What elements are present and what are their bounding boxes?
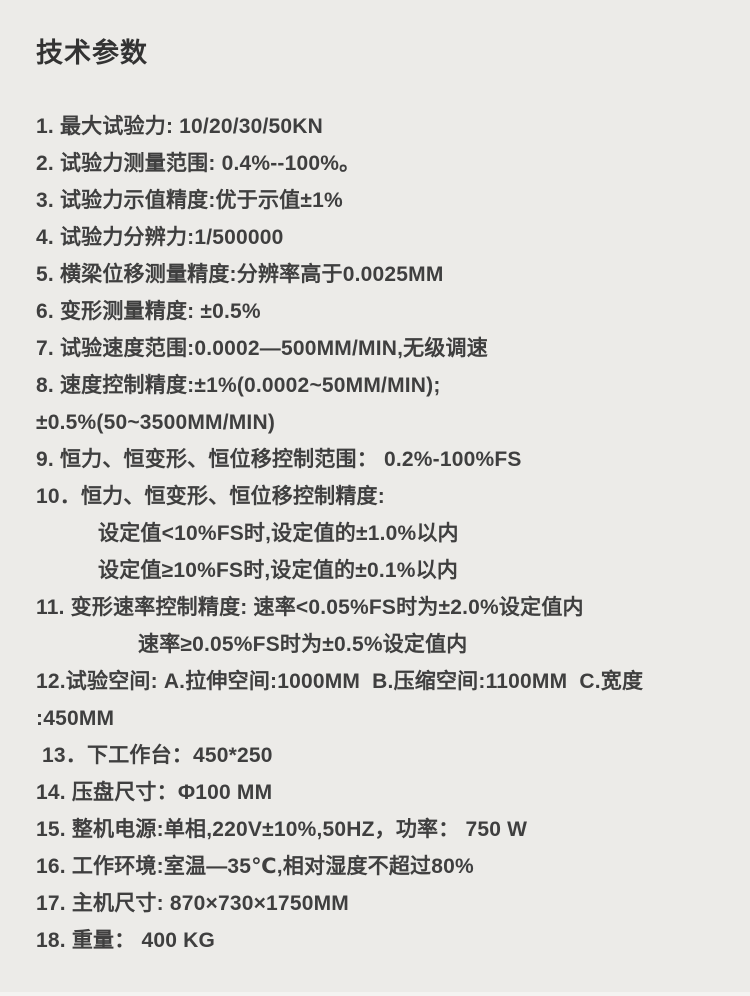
parameter-line: 1. 最大试验力: 10/20/30/50KN (36, 115, 324, 138)
parameter-line: :450MM (36, 707, 115, 730)
section-bottom-divider (0, 992, 750, 996)
parameter-line: 设定值<10%FS时,设定值的±1.0%以内 (98, 522, 459, 545)
parameter-line: 15. 整机电源:单相,220V±10%,50HZ，功率： 750 W (36, 818, 528, 841)
parameter-line: 2. 试验力测量范围: 0.4%--100%。 (36, 152, 361, 175)
parameter-line: 5. 横梁位移测量精度:分辨率高于0.0025MM (36, 263, 444, 286)
parameter-line: 18. 重量： 400 KG (36, 929, 216, 952)
parameter-line: 11. 变形速率控制精度: 速率<0.05%FS时为±2.0%设定值内 (36, 596, 584, 619)
parameter-line: 设定值≥10%FS时,设定值的±0.1%以内 (98, 559, 459, 582)
parameter-line: 速率≥0.05%FS时为±0.5%设定值内 (138, 633, 468, 656)
parameter-line: 10．恒力、恒变形、恒位移控制精度: (36, 485, 385, 508)
parameter-line: 9. 恒力、恒变形、恒位移控制范围： 0.2%-100%FS (36, 448, 522, 471)
parameter-line: 8. 速度控制精度:±1%(0.0002~50MM/MIN); (36, 374, 441, 397)
parameter-line: 3. 试验力示值精度:优于示值±1% (36, 189, 343, 212)
technical-parameters-section: 技术参数 1. 最大试验力: 10/20/30/50KN 2. 试验力测量范围: … (36, 38, 722, 959)
parameter-line: 7. 试验速度范围:0.0002—500MM/MIN,无级调速 (36, 337, 488, 360)
parameter-line: 13．下工作台：450*250 (36, 744, 273, 767)
parameter-line: 17. 主机尺寸: 870×730×1750MM (36, 892, 349, 915)
parameter-line: 12.试验空间: A.拉伸空间:1000MM B.压缩空间:1100MM C.宽… (36, 670, 644, 693)
parameter-list: 1. 最大试验力: 10/20/30/50KN 2. 试验力测量范围: 0.4%-… (36, 108, 722, 959)
parameter-line: 16. 工作环境:室温—35℃,相对湿度不超过80% (36, 855, 474, 878)
parameter-line: 6. 变形测量精度: ±0.5% (36, 300, 261, 323)
parameter-line: 4. 试验力分辨力:1/500000 (36, 226, 284, 249)
section-title: 技术参数 (36, 38, 148, 68)
parameter-line: 14. 压盘尺寸：Φ100 MM (36, 781, 273, 804)
parameter-line: ±0.5%(50~3500MM/MIN) (36, 411, 276, 434)
